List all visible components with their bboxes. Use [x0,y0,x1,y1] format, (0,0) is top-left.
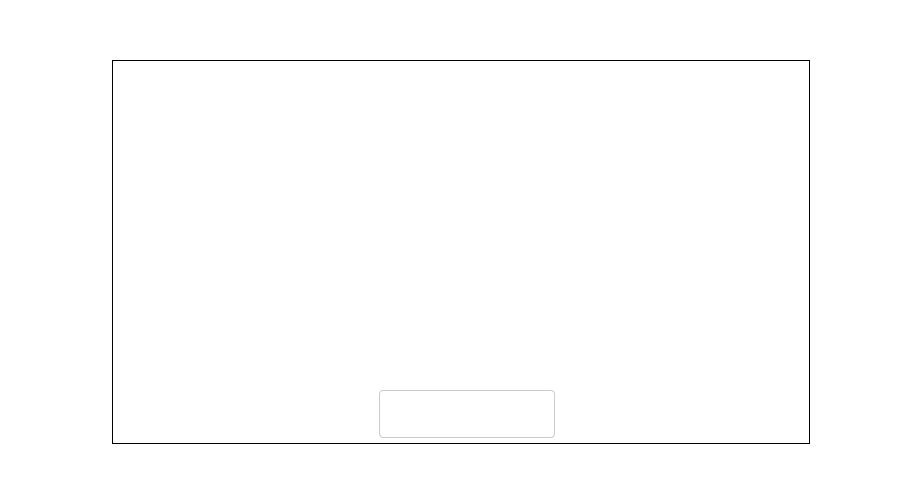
legend-swatch-distinct-ips [388,401,418,410]
legend-item-downloads [388,414,546,431]
legend [379,390,555,438]
plot-area [112,60,810,444]
legend-item-distinct-ips [388,397,546,414]
legend-swatch-downloads [388,418,418,427]
